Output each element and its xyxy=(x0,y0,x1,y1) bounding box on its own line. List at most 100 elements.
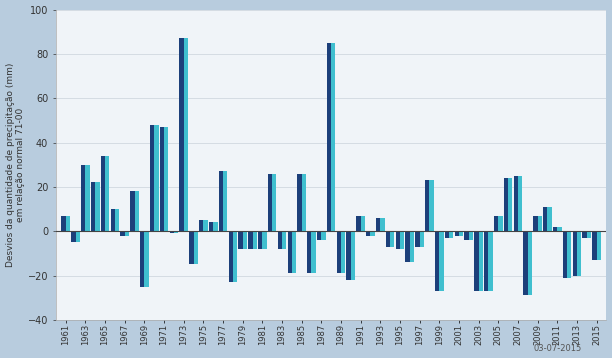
Bar xyxy=(380,218,385,231)
Bar xyxy=(523,231,528,295)
Bar xyxy=(164,127,168,231)
Bar xyxy=(513,176,518,231)
Bar xyxy=(292,231,296,273)
Bar xyxy=(504,178,508,231)
Bar xyxy=(577,231,581,276)
Bar xyxy=(288,231,292,273)
Bar xyxy=(238,231,243,249)
Bar xyxy=(297,174,302,231)
Bar xyxy=(75,231,80,242)
Bar xyxy=(154,125,159,231)
Bar xyxy=(553,227,558,231)
Bar xyxy=(189,231,193,265)
Bar xyxy=(390,231,395,247)
Bar xyxy=(140,231,144,287)
Bar xyxy=(420,231,424,247)
Bar xyxy=(543,207,548,231)
Bar xyxy=(567,231,572,278)
Bar xyxy=(218,171,223,231)
Bar xyxy=(321,231,326,240)
Bar xyxy=(312,231,316,273)
Bar xyxy=(410,231,414,262)
Bar xyxy=(366,231,370,236)
Bar xyxy=(203,220,207,231)
Bar xyxy=(317,231,321,240)
Bar xyxy=(101,156,105,231)
Bar xyxy=(494,216,498,231)
Bar xyxy=(439,231,444,291)
Bar xyxy=(484,231,488,291)
Bar xyxy=(209,222,213,231)
Bar xyxy=(376,218,380,231)
Bar xyxy=(488,231,493,291)
Bar xyxy=(160,127,164,231)
Bar xyxy=(341,231,345,273)
Bar xyxy=(228,231,233,282)
Bar xyxy=(465,231,469,240)
Bar xyxy=(278,231,282,249)
Bar xyxy=(498,216,502,231)
Bar xyxy=(170,231,174,233)
Bar xyxy=(370,231,375,236)
Text: 03-07-2015: 03-07-2015 xyxy=(533,344,581,353)
Bar xyxy=(272,174,277,231)
Bar xyxy=(248,231,253,249)
Bar xyxy=(592,231,597,260)
Bar xyxy=(508,178,512,231)
Bar xyxy=(445,231,449,238)
Bar xyxy=(479,231,483,291)
Bar xyxy=(469,231,473,240)
Bar xyxy=(563,231,567,278)
Bar xyxy=(135,191,139,231)
Bar xyxy=(144,231,149,287)
Y-axis label: Desvios da quantidade de precipitação (mm)
em relação normal 71-00: Desvios da quantidade de precipitação (m… xyxy=(6,63,25,267)
Bar xyxy=(406,231,410,262)
Bar xyxy=(331,43,335,231)
Bar xyxy=(179,38,184,231)
Bar xyxy=(125,231,129,236)
Bar xyxy=(558,227,562,231)
Bar xyxy=(233,231,237,282)
Bar xyxy=(430,180,434,231)
Bar xyxy=(307,231,312,273)
Bar xyxy=(548,207,552,231)
Bar xyxy=(223,171,227,231)
Bar xyxy=(400,231,405,249)
Bar xyxy=(91,183,95,231)
Bar xyxy=(213,222,217,231)
Bar xyxy=(184,38,188,231)
Bar xyxy=(263,231,267,249)
Bar xyxy=(71,231,75,242)
Bar xyxy=(474,231,479,291)
Bar xyxy=(302,174,306,231)
Bar xyxy=(416,231,420,247)
Bar xyxy=(327,43,331,231)
Bar xyxy=(346,231,351,280)
Bar xyxy=(130,191,135,231)
Bar xyxy=(61,216,65,231)
Bar xyxy=(518,176,522,231)
Bar xyxy=(395,231,400,249)
Bar xyxy=(105,156,110,231)
Bar xyxy=(115,209,119,231)
Bar xyxy=(386,231,390,247)
Bar xyxy=(583,231,587,238)
Bar xyxy=(150,125,154,231)
Bar xyxy=(528,231,532,295)
Bar xyxy=(174,231,178,233)
Bar xyxy=(449,231,453,238)
Bar xyxy=(537,216,542,231)
Bar xyxy=(425,180,430,231)
Bar xyxy=(199,220,203,231)
Bar xyxy=(356,216,360,231)
Bar xyxy=(253,231,257,249)
Bar xyxy=(95,183,100,231)
Bar xyxy=(243,231,247,249)
Bar xyxy=(587,231,591,238)
Bar xyxy=(85,165,90,231)
Bar xyxy=(81,165,85,231)
Bar xyxy=(533,216,537,231)
Bar xyxy=(193,231,198,265)
Bar xyxy=(573,231,577,276)
Bar xyxy=(459,231,463,236)
